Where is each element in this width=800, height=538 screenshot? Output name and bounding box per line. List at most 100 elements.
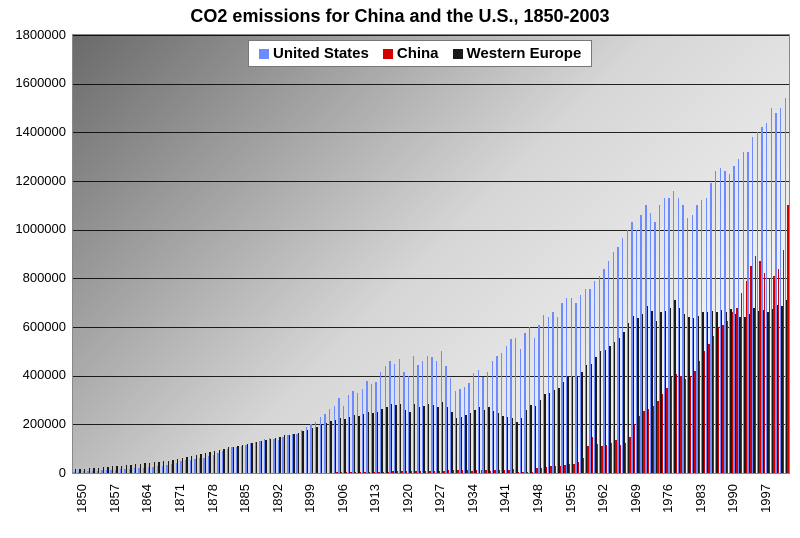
bar-western-europe <box>172 460 173 473</box>
bar-western-europe <box>302 431 303 473</box>
bar-western-europe <box>279 437 280 474</box>
bar-western-europe <box>135 464 136 473</box>
x-tick-label: 1899 <box>302 484 317 534</box>
y-tick-label: 1000000 <box>0 221 66 236</box>
legend-item: China <box>383 45 439 62</box>
bar-western-europe <box>540 400 541 473</box>
bar-western-europe <box>223 449 224 473</box>
bar-western-europe <box>386 407 387 473</box>
bar-western-europe <box>349 417 350 473</box>
plot-area <box>72 34 790 474</box>
bar-western-europe <box>130 465 131 473</box>
bar-western-europe <box>526 410 527 473</box>
x-tick-label: 1941 <box>497 484 512 534</box>
bar-western-europe <box>177 459 178 473</box>
x-tick-label: 1927 <box>432 484 447 534</box>
x-tick-label: 1878 <box>205 484 220 534</box>
bar-western-europe <box>335 420 336 473</box>
bar-western-europe <box>447 407 448 473</box>
bar-western-europe <box>567 377 568 473</box>
bar-western-europe <box>256 442 257 473</box>
bar-western-europe <box>409 412 410 473</box>
y-tick-label: 600000 <box>0 319 66 334</box>
x-tick-label: 1955 <box>563 484 578 534</box>
bar-western-europe <box>488 407 489 473</box>
chart-title: CO2 emissions for China and the U.S., 18… <box>0 6 800 27</box>
bar-western-europe <box>237 446 238 473</box>
y-tick-label: 1800000 <box>0 27 66 42</box>
x-tick-label: 1906 <box>335 484 350 534</box>
bar-western-europe <box>530 405 531 473</box>
bar-western-europe <box>79 469 80 473</box>
bar-western-europe <box>107 467 108 473</box>
x-tick-label: 1850 <box>74 484 89 534</box>
x-tick-label: 1934 <box>465 484 480 534</box>
bar-western-europe <box>554 390 555 473</box>
y-tick-label: 200000 <box>0 416 66 431</box>
bar-western-europe <box>163 461 164 473</box>
bar-western-europe <box>405 410 406 473</box>
bar-western-europe <box>433 405 434 473</box>
bar-western-europe <box>381 409 382 473</box>
legend-label: Western Europe <box>467 45 582 62</box>
bar-western-europe <box>577 376 578 473</box>
x-tick-label: 1913 <box>367 484 382 534</box>
bar-western-europe <box>289 435 290 473</box>
bar-western-europe <box>572 376 573 473</box>
bar-western-europe <box>516 422 517 473</box>
legend-label: United States <box>273 45 369 62</box>
gridline <box>73 84 789 85</box>
bar-western-europe <box>154 462 155 473</box>
y-tick-label: 1200000 <box>0 173 66 188</box>
bar-western-europe <box>484 410 485 473</box>
bar-western-europe <box>182 458 183 473</box>
bar-western-europe <box>549 393 550 473</box>
bar-western-europe <box>112 466 113 473</box>
x-tick-label: 1962 <box>595 484 610 534</box>
bar-western-europe <box>428 404 429 473</box>
bar-western-europe <box>200 454 201 473</box>
x-tick-label: 1857 <box>107 484 122 534</box>
bar-western-europe <box>209 452 210 473</box>
bar-western-europe <box>242 445 243 473</box>
y-tick-label: 1600000 <box>0 75 66 90</box>
bar-western-europe <box>507 417 508 473</box>
bar-western-europe <box>330 421 331 473</box>
bar-western-europe <box>307 430 308 473</box>
bar-western-europe <box>149 463 150 473</box>
bar-western-europe <box>270 439 271 473</box>
bar-western-europe <box>535 406 536 473</box>
bar-western-europe <box>321 425 322 473</box>
bar-western-europe <box>84 469 85 473</box>
bar-western-europe <box>377 412 378 473</box>
bar-western-europe <box>284 435 285 473</box>
x-tick-label: 1885 <box>237 484 252 534</box>
bar-western-europe <box>354 415 355 473</box>
bar-western-europe <box>89 468 90 473</box>
bar-western-europe <box>502 416 503 473</box>
bar-western-europe <box>140 464 141 473</box>
bar-western-europe <box>98 468 99 473</box>
legend-swatch <box>383 49 393 59</box>
bar-western-europe <box>316 427 317 473</box>
bar-western-europe <box>75 469 76 473</box>
x-tick-label: 1997 <box>758 484 773 534</box>
bar-western-europe <box>116 466 117 473</box>
bar-western-europe <box>228 447 229 473</box>
bar-western-europe <box>395 405 396 473</box>
bar-western-europe <box>414 404 415 473</box>
bar-china <box>787 205 788 473</box>
bar-western-europe <box>196 455 197 473</box>
bar-western-europe <box>265 440 266 473</box>
gridline <box>73 132 789 133</box>
gridline <box>73 35 789 36</box>
bar-western-europe <box>544 394 545 473</box>
x-tick-label: 1892 <box>270 484 285 534</box>
x-tick-label: 1920 <box>400 484 415 534</box>
bar-western-europe <box>400 404 401 473</box>
legend-swatch <box>453 49 463 59</box>
bar-western-europe <box>293 434 294 473</box>
y-tick-label: 400000 <box>0 367 66 382</box>
bar-western-europe <box>191 456 192 473</box>
bar-western-europe <box>326 423 327 473</box>
